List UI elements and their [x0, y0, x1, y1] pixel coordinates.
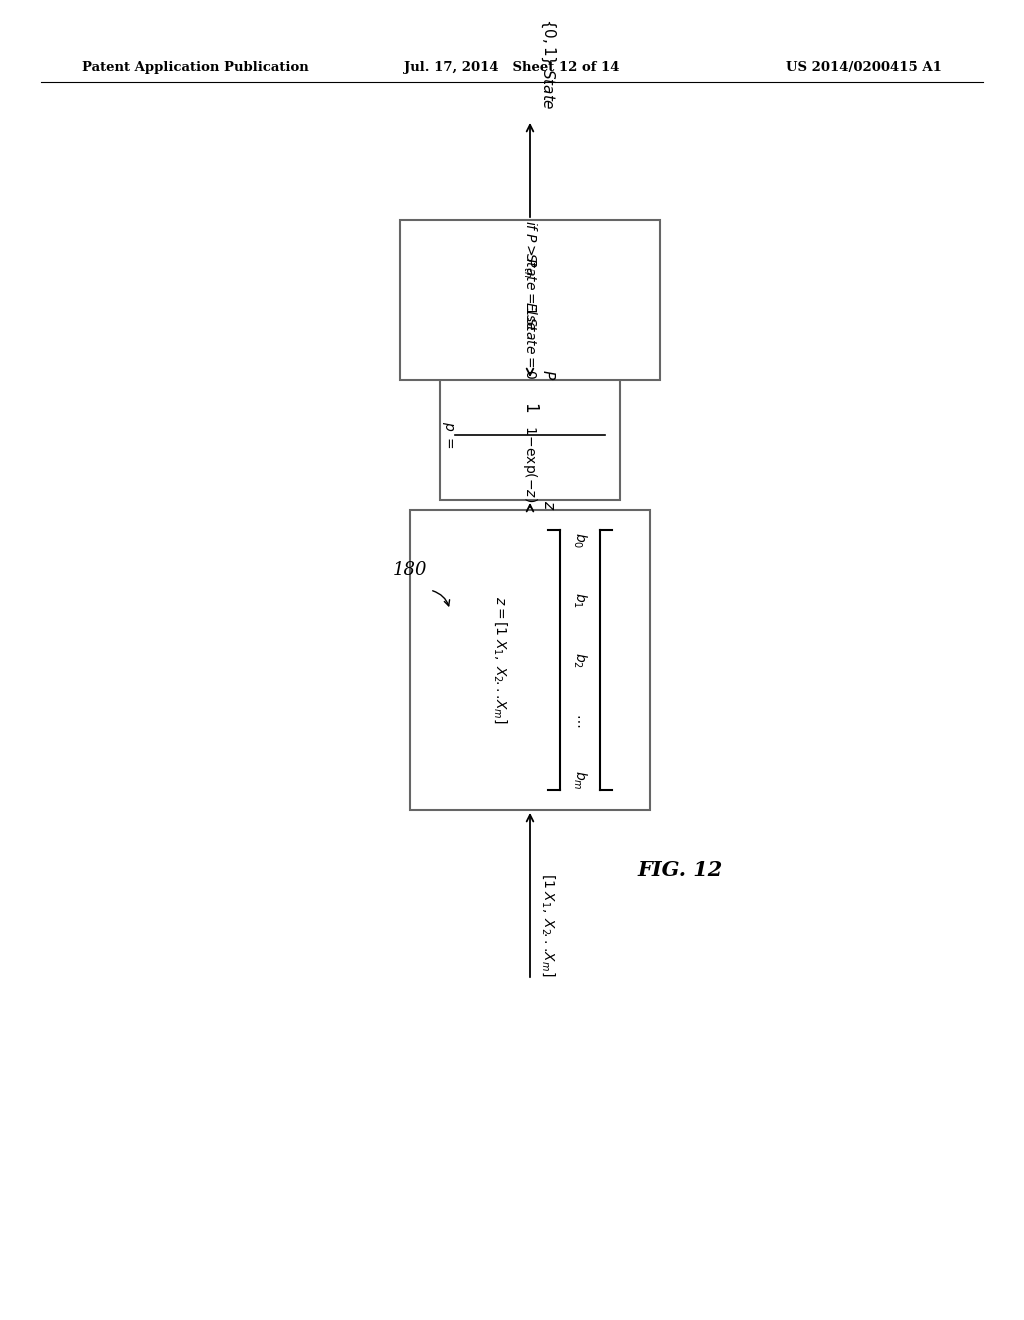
Text: $z$: $z$: [541, 500, 555, 510]
Text: $\mathit{Else}$: $\mathit{Else}$: [522, 301, 538, 331]
Text: Patent Application Publication: Patent Application Publication: [82, 62, 309, 74]
Text: $b_1$: $b_1$: [571, 591, 589, 609]
Text: $1$: $1$: [521, 401, 539, 412]
Text: Jul. 17, 2014   Sheet 12 of 14: Jul. 17, 2014 Sheet 12 of 14: [404, 62, 620, 74]
Text: $P$: $P$: [540, 370, 556, 380]
Text: FIG. 12: FIG. 12: [637, 861, 723, 880]
Text: $\mathit{if}\;P > P_{th}$: $\mathit{if}\;P > P_{th}$: [521, 220, 539, 277]
Text: 180: 180: [393, 561, 427, 579]
Text: $b_m$: $b_m$: [571, 770, 589, 789]
Text: $b_0$: $b_0$: [571, 532, 589, 548]
Bar: [410, 510, 650, 810]
Text: US 2014/0200415 A1: US 2014/0200415 A1: [786, 62, 942, 74]
Text: $\{0,1\}$: $\{0,1\}$: [539, 18, 557, 65]
Bar: [400, 220, 660, 380]
Text: $p\;=$: $p\;=$: [440, 421, 455, 449]
Text: $\cdots$: $\cdots$: [573, 713, 587, 727]
Text: $1\!-\!\exp(-z)$: $1\!-\!\exp(-z)$: [521, 425, 539, 503]
Text: $\mathit{State} = 1$: $\mathit{State} = 1$: [523, 252, 537, 315]
Bar: [440, 370, 620, 500]
Text: $[1\;X_1,\;X_2\!...\!X_m]$: $[1\;X_1,\;X_2\!...\!X_m]$: [540, 874, 556, 977]
Text: $\mathit{State}$: $\mathit{State}$: [540, 69, 556, 110]
Text: $\mathit{State} = 0$: $\mathit{State} = 0$: [523, 317, 537, 380]
Text: $z = [1\;X_1,\;X_2\!...\!X_m]$: $z = [1\;X_1,\;X_2\!...\!X_m]$: [492, 597, 508, 723]
Text: $b_2$: $b_2$: [571, 652, 589, 668]
